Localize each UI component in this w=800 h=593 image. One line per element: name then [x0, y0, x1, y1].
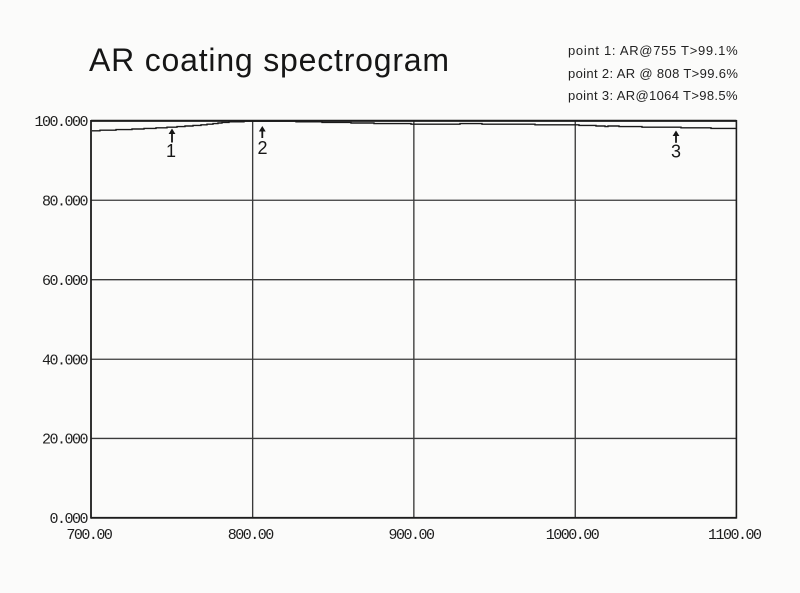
svg-text:point 3: AR@1064 T>98.5%: point 3: AR@1064 T>98.5%	[568, 88, 738, 103]
svg-text:900.00: 900.00	[388, 527, 435, 544]
svg-text:1100.00: 1100.00	[708, 527, 762, 544]
svg-text:point 1: AR@755 T>99.1%: point 1: AR@755 T>99.1%	[568, 43, 738, 58]
svg-text:20.000: 20.000	[42, 432, 89, 449]
svg-text:3: 3	[671, 142, 681, 162]
svg-text:60.000: 60.000	[42, 273, 89, 290]
svg-text:2: 2	[257, 138, 267, 158]
svg-text:1: 1	[166, 141, 176, 161]
svg-text:40.000: 40.000	[42, 353, 89, 370]
svg-text:700.00: 700.00	[66, 527, 113, 544]
svg-text:0.000: 0.000	[49, 511, 88, 528]
svg-text:800.00: 800.00	[228, 527, 275, 544]
svg-text:1000.00: 1000.00	[546, 527, 600, 544]
svg-text:100.000: 100.000	[34, 114, 88, 131]
svg-text:point 2: AR @ 808 T>99.6%: point 2: AR @ 808 T>99.6%	[568, 66, 738, 81]
svg-text:80.000: 80.000	[42, 194, 89, 211]
svg-text:AR coating spectrogram: AR coating spectrogram	[89, 42, 450, 78]
